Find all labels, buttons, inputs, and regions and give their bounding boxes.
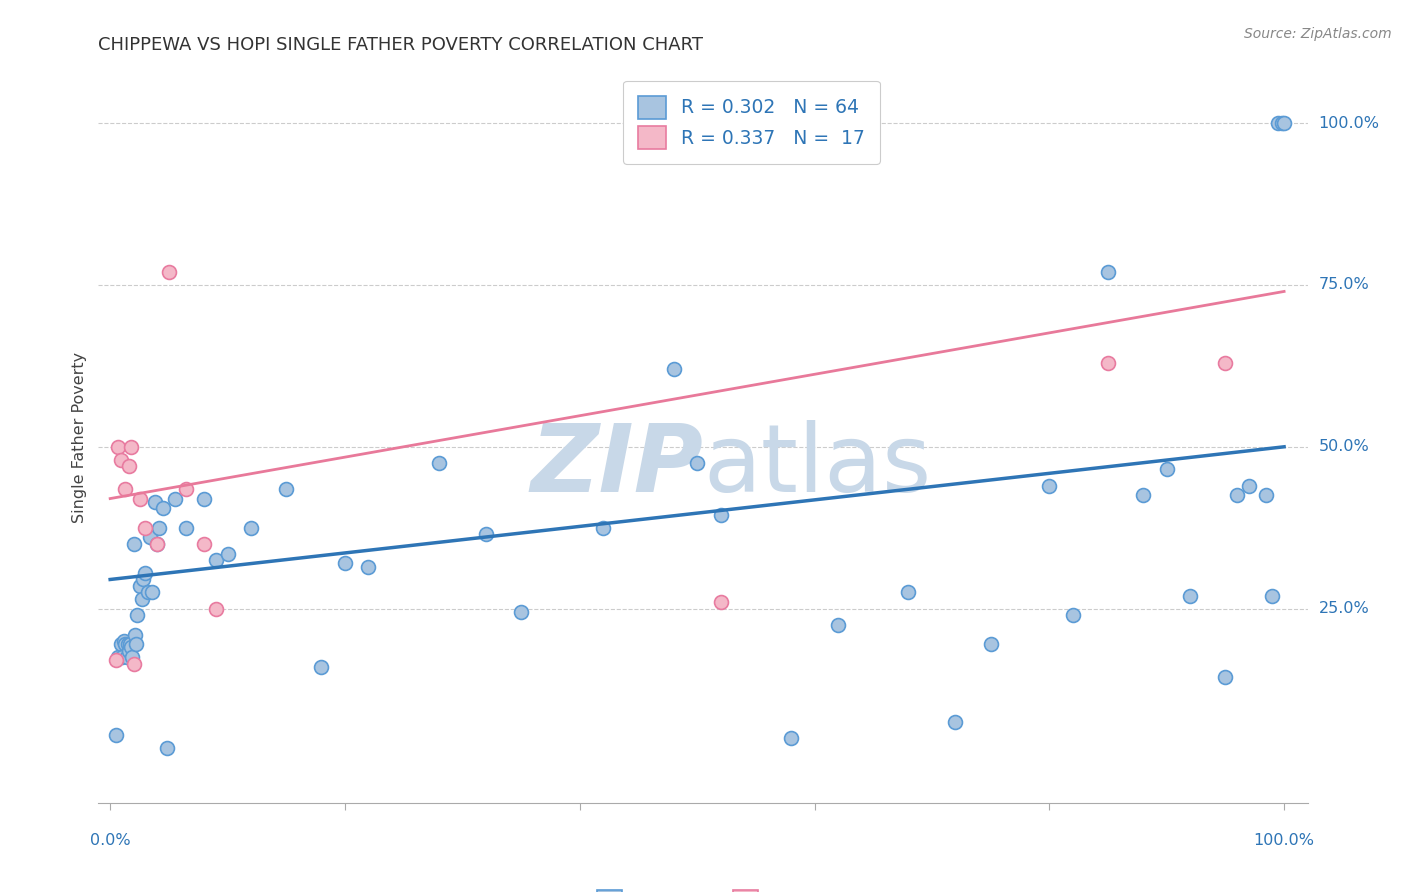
Point (114, 637, 136, 651)
Point (1062, 608, 1084, 623)
Point (110, 452, 132, 467)
Point (1132, 488, 1154, 502)
Point (510, 605, 533, 619)
Text: Source: ZipAtlas.com: Source: ZipAtlas.com (1244, 27, 1392, 41)
Point (1256, 488, 1278, 502)
Point (134, 566, 156, 580)
Point (193, 491, 215, 506)
Point (897, 585, 920, 599)
Point (117, 637, 139, 651)
Point (1215, 669, 1237, 683)
Text: 25.0%: 25.0% (1319, 601, 1369, 616)
Point (118, 643, 141, 657)
Point (1180, 589, 1202, 603)
Point (128, 579, 150, 593)
Point (1215, 356, 1237, 370)
Text: 100.0%: 100.0% (1254, 833, 1315, 848)
Point (1272, 116, 1295, 130)
Point (146, 537, 169, 551)
Point (112, 634, 135, 648)
Point (121, 650, 143, 665)
Point (980, 637, 1002, 651)
Point (204, 601, 226, 615)
Point (118, 459, 141, 474)
Point (132, 573, 155, 587)
Point (176, 521, 198, 535)
Point (217, 547, 239, 561)
Point (110, 637, 132, 651)
Point (686, 456, 709, 470)
Point (311, 660, 333, 674)
Point (710, 595, 733, 609)
Point (157, 265, 180, 279)
Point (152, 501, 174, 516)
Point (136, 585, 159, 599)
Point (163, 491, 186, 506)
Point (1261, 589, 1284, 603)
Point (1097, 356, 1119, 370)
Y-axis label: Single Father Poverty: Single Father Poverty (72, 351, 87, 523)
Point (127, 608, 149, 623)
Point (945, 714, 967, 729)
Point (827, 617, 849, 632)
Point (141, 585, 163, 599)
Point (1237, 478, 1260, 492)
Point (111, 650, 134, 665)
Point (120, 640, 142, 655)
Point (120, 440, 142, 454)
Text: 75.0%: 75.0% (1319, 277, 1369, 293)
Point (143, 495, 166, 509)
Point (240, 521, 263, 535)
Point (1156, 462, 1178, 476)
Point (131, 591, 153, 606)
Point (333, 557, 356, 571)
Point (107, 650, 129, 665)
Point (276, 482, 298, 496)
Point (134, 521, 156, 535)
Point (155, 740, 177, 755)
Text: 0.0%: 0.0% (90, 833, 131, 848)
Point (128, 491, 150, 506)
Point (710, 508, 733, 522)
Point (780, 731, 803, 745)
Point (105, 653, 128, 667)
Point (193, 537, 215, 551)
Point (139, 530, 162, 544)
Point (105, 728, 128, 742)
Point (107, 440, 129, 454)
Point (176, 482, 198, 496)
Point (114, 482, 136, 496)
Point (146, 537, 169, 551)
Point (357, 559, 380, 574)
Point (427, 456, 450, 470)
Point (1226, 488, 1249, 502)
Text: 50.0%: 50.0% (1319, 439, 1369, 454)
Point (1038, 478, 1060, 492)
Point (662, 362, 685, 376)
Point (124, 627, 146, 641)
Point (1267, 116, 1289, 130)
Text: CHIPPEWA VS HOPI SINGLE FATHER POVERTY CORRELATION CHART: CHIPPEWA VS HOPI SINGLE FATHER POVERTY C… (98, 36, 703, 54)
Point (148, 521, 170, 535)
Point (115, 650, 138, 665)
Text: atlas: atlas (703, 420, 931, 512)
Text: ZIP: ZIP (530, 420, 703, 512)
Legend: Chippewa, Hopi: Chippewa, Hopi (583, 877, 823, 892)
Text: 100.0%: 100.0% (1319, 116, 1379, 130)
Point (204, 553, 226, 567)
Point (125, 637, 148, 651)
Point (122, 657, 145, 671)
Point (122, 537, 145, 551)
Point (475, 527, 498, 541)
Point (1271, 116, 1294, 130)
Point (1097, 265, 1119, 279)
Point (592, 521, 614, 535)
Point (120, 637, 142, 651)
